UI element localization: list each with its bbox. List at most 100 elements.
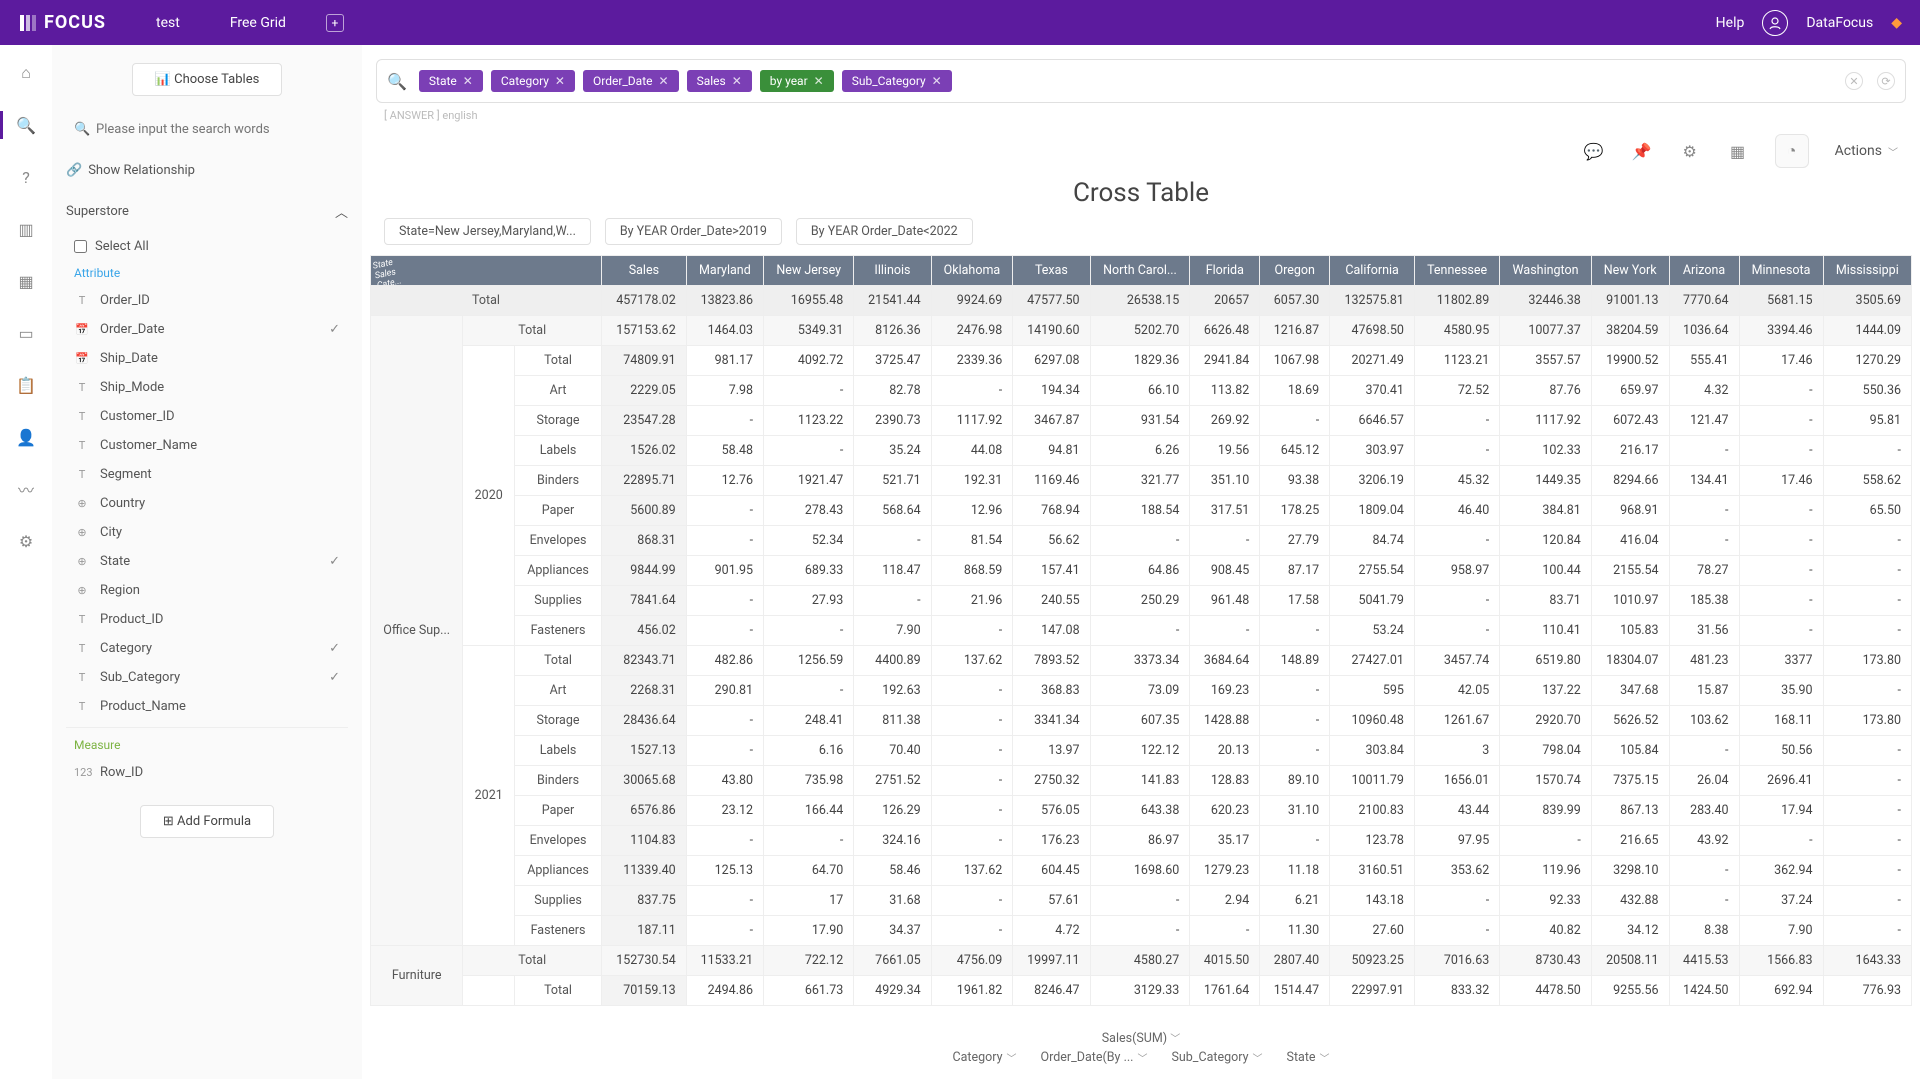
col-header[interactable]: Oregon [1260, 256, 1330, 286]
filter-pill[interactable]: By YEAR Order_Date<2022 [796, 218, 973, 245]
col-header[interactable]: California [1330, 256, 1415, 286]
query-pill[interactable]: Sub_Category ✕ [842, 70, 952, 92]
main: 🔍 State ✕Category ✕Order_Date ✕Sales ✕by… [362, 45, 1920, 1079]
field-Order_ID[interactable]: TOrder_ID [66, 286, 348, 315]
home-icon[interactable]: ⌂ [16, 63, 36, 83]
help-link[interactable]: Help [1716, 15, 1745, 31]
footer-dim[interactable]: State ﹀ [1287, 1050, 1330, 1065]
user-avatar-icon[interactable] [1762, 10, 1788, 36]
table-nav-icon[interactable]: ▦ [16, 271, 36, 291]
footer-dim[interactable]: Sub_Category ﹀ [1171, 1050, 1262, 1065]
col-header[interactable]: Illinois [854, 256, 931, 286]
query-pill[interactable]: Sales ✕ [687, 70, 752, 92]
field-State[interactable]: ⊕State✓ [66, 547, 348, 576]
col-header[interactable]: North Carol... [1090, 256, 1190, 286]
field-label: Product_ID [100, 612, 163, 627]
remove-pill-icon[interactable]: ✕ [932, 74, 942, 88]
select-all-checkbox[interactable] [74, 240, 87, 253]
remove-pill-icon[interactable]: ✕ [555, 74, 565, 88]
grid-icon[interactable]: ▦ [1727, 140, 1749, 162]
col-header[interactable]: Florida [1190, 256, 1260, 286]
remove-pill-icon[interactable]: ✕ [732, 74, 742, 88]
field-Customer_Name[interactable]: TCustomer_Name [66, 431, 348, 460]
cross-table-wrap[interactable]: StateSalesCate...SalesMarylandNew Jersey… [370, 255, 1912, 1022]
field-Order_Date[interactable]: 📅Order_Date✓ [66, 315, 348, 344]
clear-query-icon[interactable]: ✕ [1845, 72, 1863, 90]
activity-icon[interactable]: 〰 [16, 479, 36, 499]
col-header[interactable]: Oklahoma [931, 256, 1013, 286]
field-Customer_ID[interactable]: TCustomer_ID [66, 402, 348, 431]
dashboard-icon[interactable]: ▥ [16, 219, 36, 239]
col-header[interactable]: Texas [1013, 256, 1090, 286]
col-header[interactable]: Sales [602, 256, 687, 286]
table-row: Fasteners456.02--7.90-147.08---53.24-110… [371, 616, 1912, 646]
field-Row_ID[interactable]: 123Row_ID [66, 758, 348, 787]
search-nav-icon[interactable]: 🔍 [16, 115, 36, 135]
remove-pill-icon[interactable]: ✕ [814, 74, 824, 88]
col-header[interactable]: Minnesota [1739, 256, 1823, 286]
col-header[interactable]: Washington [1500, 256, 1592, 286]
table-row: Appliances11339.40125.1364.7058.46137.62… [371, 856, 1912, 886]
grand-total-row: Total457178.0213823.8616955.4821541.4499… [371, 286, 1912, 316]
query-pill[interactable]: by year ✕ [760, 70, 834, 92]
query-bar[interactable]: 🔍 State ✕Category ✕Order_Date ✕Sales ✕by… [376, 59, 1906, 103]
field-Category[interactable]: TCategory✓ [66, 634, 348, 663]
col-header[interactable]: New Jersey [764, 256, 854, 286]
footer-summary[interactable]: Sales(SUM) ﹀ [362, 1030, 1920, 1046]
field-Region[interactable]: ⊕Region [66, 576, 348, 605]
field-Product_ID[interactable]: TProduct_ID [66, 605, 348, 634]
query-pill[interactable]: State ✕ [419, 70, 483, 92]
field-Country[interactable]: ⊕Country [66, 489, 348, 518]
gear-icon[interactable]: ⚙ [1679, 140, 1701, 162]
nav-test[interactable]: test [156, 15, 180, 31]
col-header[interactable]: Maryland [686, 256, 763, 286]
user-name[interactable]: DataFocus [1806, 15, 1873, 31]
col-header[interactable]: New York [1591, 256, 1669, 286]
query-pill[interactable]: Category ✕ [491, 70, 575, 92]
actions-dropdown[interactable]: Actions ﹀ [1835, 143, 1898, 159]
refresh-query-icon[interactable]: ⟳ [1877, 72, 1895, 90]
col-header[interactable]: Tennessee [1414, 256, 1499, 286]
select-all-row[interactable]: Select All [66, 235, 348, 262]
nav-free-grid[interactable]: Free Grid [230, 15, 286, 31]
col-header[interactable]: Mississippi [1823, 256, 1911, 286]
table-row: Storage28436.64-248.41811.38-3341.34607.… [371, 706, 1912, 736]
footer-dim[interactable]: Category ﹀ [952, 1050, 1016, 1065]
field-label: Customer_Name [100, 438, 197, 453]
clipboard-icon[interactable]: 📋 [16, 375, 36, 395]
show-relationship-toggle[interactable]: 🔗 Show Relationship [66, 163, 348, 178]
pin-icon[interactable]: 📌 [1631, 140, 1653, 162]
logo-icon [18, 13, 38, 33]
datasource-header[interactable]: Superstore︿ [66, 196, 348, 227]
field-Ship_Date[interactable]: 📅Ship_Date [66, 344, 348, 373]
remove-pill-icon[interactable]: ✕ [463, 74, 473, 88]
table-row: Art2268.31290.81-192.63-368.8373.09169.2… [371, 676, 1912, 706]
add-tab-button[interactable]: + [326, 14, 344, 32]
field-label: Customer_ID [100, 409, 175, 424]
notification-badge-icon[interactable]: ◆ [1891, 15, 1902, 31]
field-type-icon: ⊕ [74, 555, 90, 568]
query-pill[interactable]: Order_Date ✕ [583, 70, 679, 92]
field-Product_Name[interactable]: TProduct_Name [66, 692, 348, 721]
settings-nav-icon[interactable]: ⚙ [16, 531, 36, 551]
field-City[interactable]: ⊕City [66, 518, 348, 547]
col-header[interactable]: Arizona [1669, 256, 1739, 286]
table-row: Envelopes868.31-52.34-81.5456.62--27.798… [371, 526, 1912, 556]
help-nav-icon[interactable]: ? [16, 167, 36, 187]
remove-pill-icon[interactable]: ✕ [659, 74, 669, 88]
folder-icon[interactable]: ▭ [16, 323, 36, 343]
field-Segment[interactable]: TSegment [66, 460, 348, 489]
field-Ship_Mode[interactable]: TShip_Mode [66, 373, 348, 402]
filter-pill[interactable]: By YEAR Order_Date>2019 [605, 218, 782, 245]
user-nav-icon[interactable]: 👤 [16, 427, 36, 447]
footer-dim[interactable]: Order_Date(By ... ﹀ [1041, 1050, 1148, 1065]
chart-type-icon[interactable]: ◔ [1775, 134, 1809, 168]
field-Sub_Category[interactable]: TSub_Category✓ [66, 663, 348, 692]
filter-pill[interactable]: State=New Jersey,Maryland,W... [384, 218, 591, 245]
field-search-input[interactable] [66, 114, 348, 145]
choose-tables-button[interactable]: 📊 Choose Tables [132, 63, 283, 96]
chat-icon[interactable]: 💬 [1583, 140, 1605, 162]
year-total-row: 2020Total74809.91981.174092.723725.47233… [371, 346, 1912, 376]
add-formula-button[interactable]: ⊞ Add Formula [140, 805, 274, 838]
topbar: FOCUS test Free Grid + Help DataFocus ◆ [0, 0, 1920, 45]
